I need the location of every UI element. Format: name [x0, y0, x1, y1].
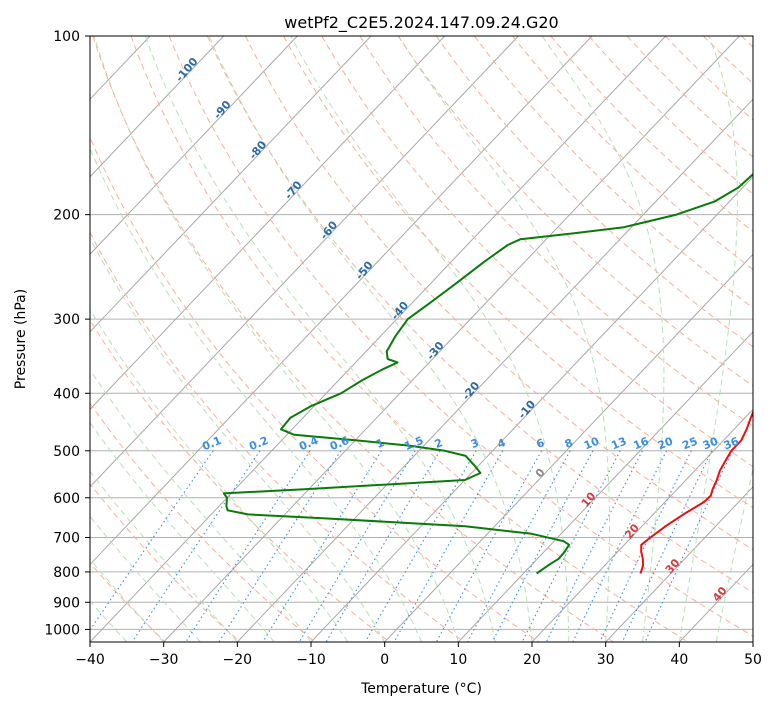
dewpoint-profile: [222, 172, 753, 575]
mixing-ratio-label: 30: [701, 435, 720, 453]
mixing-ratio-line: [185, 450, 311, 642]
x-tick-label: 0: [380, 652, 389, 668]
dry-adiabat-line: [245, 36, 753, 551]
mixing-ratio-label: 8: [563, 436, 575, 451]
mixing-ratio-label: 16: [632, 435, 651, 453]
y-tick-label: 600: [53, 491, 80, 507]
moist-adiabat-line: [208, 36, 533, 642]
dry-adiabat-line: [435, 36, 753, 348]
dry-adiabat-line: [473, 36, 753, 309]
dry-adiabat-line: [321, 36, 753, 468]
dry-adiabat-line: [588, 36, 753, 195]
dry-adiabat-line: [90, 319, 390, 642]
isotherm-line: [236, 98, 753, 642]
isotherm-line: [605, 486, 753, 642]
isotherm-line: [384, 253, 753, 642]
y-tick-label: 200: [53, 208, 80, 224]
y-tick-label: 500: [53, 444, 80, 460]
isotherm-line: [90, 36, 298, 256]
moist-adiabat-line: [90, 422, 275, 642]
isotherm-line: [90, 36, 225, 178]
y-tick-label: 300: [53, 312, 80, 328]
moist-adiabat-line: [541, 36, 665, 642]
y-tick-label: 800: [53, 565, 80, 581]
moist-adiabat-line: [290, 36, 570, 642]
isotherm-line: [310, 176, 753, 642]
moist-adiabat-line: [398, 36, 610, 642]
mixing-ratio-line: [621, 450, 713, 642]
mixing-ratio-line: [298, 450, 416, 642]
mixing-ratio-label: 13: [609, 435, 628, 453]
x-tick-label: −10: [296, 652, 326, 668]
moist-adiabat-line: [715, 466, 753, 642]
mixing-ratio-line: [491, 450, 594, 642]
x-tick-label: 40: [670, 652, 688, 668]
isotherm-line: [90, 36, 446, 411]
dry-adiabat-line: [512, 36, 753, 271]
y-tick-label: 700: [53, 531, 80, 547]
x-tick-label: 50: [744, 652, 762, 668]
temperature-profile: [639, 409, 753, 574]
mixing-ratio-label: 2: [433, 436, 445, 451]
x-tick-label: 30: [597, 652, 615, 668]
mixing-ratio-line: [393, 450, 504, 642]
dry-adiabat-line: [92, 36, 614, 642]
x-tick-label: −40: [75, 652, 105, 668]
mixing-ratio-line: [599, 450, 692, 642]
chart-title: wetPf2_C2E5.2024.147.09.24.G20: [284, 13, 558, 33]
mixing-ratio-label: 1: [374, 436, 386, 451]
mixing-ratio-label: 20: [656, 435, 675, 453]
isotherm-line: [90, 36, 519, 488]
isotherm-line: [531, 408, 753, 642]
mixing-ratio-label: 10: [582, 435, 601, 453]
mixing-ratio-label: 25: [680, 435, 699, 453]
x-axis-title: Temperature (°C): [360, 681, 482, 697]
y-tick-label: 100: [53, 29, 80, 45]
plot-area: 0.1 0.2 0.4 0.6 1 1.5 2 3 4 6 8 10 13 16 20 25 30 36-100-…: [90, 36, 753, 642]
moist-adiabat-line: [90, 368, 312, 642]
moist-adiabat-line: [678, 36, 738, 642]
dry-adiabat-line: [206, 36, 753, 594]
plot-frame: [89, 35, 754, 643]
moist-adiabat-line: [90, 308, 349, 642]
y-axis-title: Pressure (hPa): [13, 289, 29, 389]
moist-adiabat-line: [144, 36, 496, 642]
isotherm-line: [90, 36, 593, 566]
x-tick-label: −20: [223, 652, 253, 668]
mixing-ratio-line: [262, 450, 382, 642]
dry-adiabat-line: [283, 36, 753, 509]
moist-adiabat-line: [90, 237, 386, 642]
mixing-ratio-label: 36: [722, 435, 741, 453]
x-tick-label: −30: [149, 652, 179, 668]
mixing-ratio-line: [435, 450, 543, 642]
dry-adiabat-line: [397, 36, 753, 387]
dry-adiabat-line: [626, 36, 753, 158]
dry-adiabat-line: [90, 231, 465, 642]
x-tick-label: 10: [449, 652, 467, 668]
mixing-ratio-line: [364, 450, 477, 642]
mixing-ratio-line: [467, 450, 571, 642]
y-tick-label: 400: [53, 386, 80, 402]
dry-adiabat-line: [130, 36, 689, 642]
y-tick-label: 900: [53, 595, 80, 611]
dry-adiabat-line: [90, 136, 540, 642]
isotherm-line: [457, 331, 753, 642]
mixing-ratio-label: 3: [469, 436, 481, 451]
dry-adiabat-line: [359, 36, 753, 427]
isotherm-line: [163, 36, 740, 642]
isotherm-line: [90, 36, 372, 333]
y-tick-label: 1000: [44, 622, 80, 638]
moist-adiabat-line: [93, 36, 459, 642]
mixing-ratio-line: [521, 450, 621, 642]
mixing-ratio-line: [218, 450, 342, 642]
dry-adiabat-line: [168, 36, 753, 637]
x-tick-label: 20: [523, 652, 541, 668]
